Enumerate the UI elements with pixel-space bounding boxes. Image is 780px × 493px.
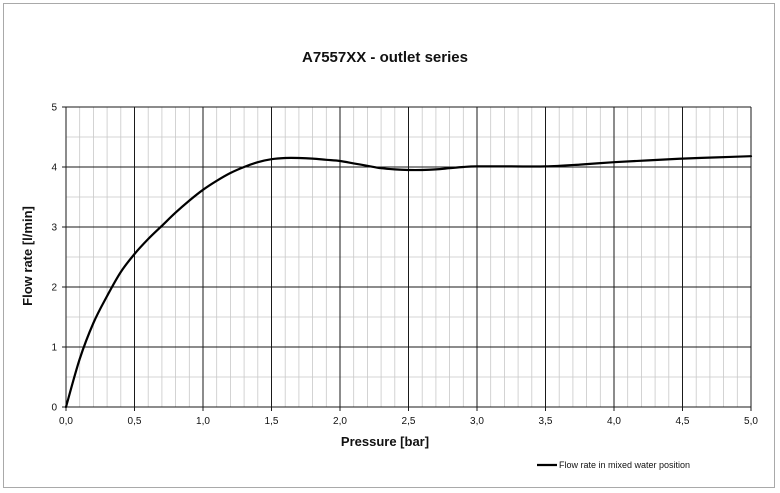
x-axis-label: Pressure [bar] (341, 434, 429, 449)
x-tick-label: 0,0 (59, 416, 73, 427)
x-tick-label: 3,5 (539, 416, 553, 427)
y-tick-label: 1 (51, 343, 57, 354)
y-tick-label: 2 (51, 283, 57, 294)
x-tick-label: 4,0 (607, 416, 621, 427)
y-tick-label: 0 (51, 403, 57, 414)
series-line-flow-rate (64, 155, 753, 409)
y-tick-labels: 0 1 2 3 4 5 (51, 103, 57, 414)
x-tick-label: 0,5 (128, 416, 142, 427)
y-tick-label: 3 (51, 223, 57, 234)
chart-frame (3, 3, 775, 488)
y-axis-label: Flow rate [l/min] (20, 206, 35, 306)
y-tick-label: 5 (51, 103, 57, 114)
x-tick-label: 1,5 (265, 416, 279, 427)
x-tick-label: 2,5 (402, 416, 416, 427)
y-tick-label: 4 (51, 163, 57, 174)
legend-label: Flow rate in mixed water position (559, 460, 690, 470)
x-tick-label: 1,0 (196, 416, 210, 427)
x-tick-label: 5,0 (744, 416, 758, 427)
x-tick-labels: 0,0 0,5 1,0 1,5 2,0 2,5 3,0 3,5 4,0 4,5 5,0 (59, 416, 758, 427)
x-tick-label: 3,0 (470, 416, 484, 427)
major-grid (62, 106, 752, 411)
x-tick-label: 2,0 (333, 416, 347, 427)
chart-title: A7557XX - outlet series (302, 49, 468, 66)
x-tick-label: 4,5 (676, 416, 690, 427)
